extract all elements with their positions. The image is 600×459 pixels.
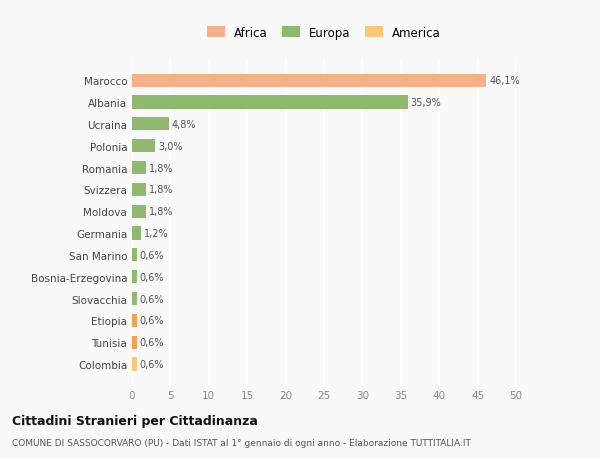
Text: Cittadini Stranieri per Cittadinanza: Cittadini Stranieri per Cittadinanza: [12, 414, 258, 428]
Bar: [132, 96, 408, 109]
Bar: [132, 205, 146, 218]
Text: 0,6%: 0,6%: [140, 359, 164, 369]
Text: 35,9%: 35,9%: [411, 98, 442, 108]
Text: 0,6%: 0,6%: [140, 250, 164, 260]
Bar: [132, 270, 137, 284]
Text: 0,6%: 0,6%: [140, 294, 164, 304]
Text: 1,8%: 1,8%: [149, 207, 173, 217]
Text: 1,2%: 1,2%: [144, 229, 169, 239]
Bar: [132, 162, 146, 175]
Text: COMUNE DI SASSOCORVARO (PU) - Dati ISTAT al 1° gennaio di ogni anno - Elaborazio: COMUNE DI SASSOCORVARO (PU) - Dati ISTAT…: [12, 438, 471, 447]
Legend: Africa, Europa, America: Africa, Europa, America: [203, 23, 445, 43]
Bar: [132, 227, 141, 240]
Bar: [132, 74, 486, 88]
Text: 0,6%: 0,6%: [140, 337, 164, 347]
Text: 0,6%: 0,6%: [140, 272, 164, 282]
Bar: [132, 118, 169, 131]
Text: 46,1%: 46,1%: [489, 76, 520, 86]
Text: 3,0%: 3,0%: [158, 141, 182, 151]
Bar: [132, 358, 137, 371]
Bar: [132, 140, 155, 153]
Bar: [132, 314, 137, 327]
Text: 4,8%: 4,8%: [172, 120, 196, 129]
Bar: [132, 249, 137, 262]
Bar: [132, 184, 146, 196]
Bar: [132, 292, 137, 305]
Text: 0,6%: 0,6%: [140, 316, 164, 325]
Text: 1,8%: 1,8%: [149, 185, 173, 195]
Text: 1,8%: 1,8%: [149, 163, 173, 173]
Bar: [132, 336, 137, 349]
